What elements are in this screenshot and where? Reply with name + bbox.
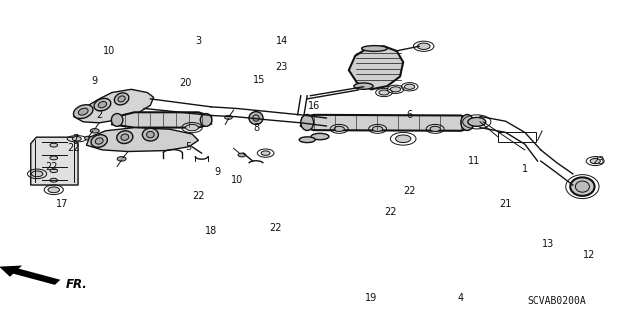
Circle shape xyxy=(50,178,58,182)
Text: FR.: FR. xyxy=(65,278,87,291)
Circle shape xyxy=(390,87,401,92)
Ellipse shape xyxy=(118,96,125,102)
Text: 13: 13 xyxy=(542,239,555,249)
Text: SCVAB0200A: SCVAB0200A xyxy=(527,296,586,307)
Ellipse shape xyxy=(200,114,212,126)
Polygon shape xyxy=(74,89,154,123)
Text: 19: 19 xyxy=(365,293,378,303)
Text: 3: 3 xyxy=(195,36,202,47)
Ellipse shape xyxy=(91,135,108,147)
Circle shape xyxy=(379,90,389,95)
Bar xyxy=(498,132,536,142)
Polygon shape xyxy=(301,115,472,131)
Text: 7: 7 xyxy=(72,134,79,144)
Circle shape xyxy=(334,126,344,131)
Circle shape xyxy=(50,169,58,173)
Ellipse shape xyxy=(301,115,314,130)
Text: 11: 11 xyxy=(467,156,480,166)
Circle shape xyxy=(396,135,411,143)
Circle shape xyxy=(117,157,126,161)
Text: 6: 6 xyxy=(406,110,413,120)
Ellipse shape xyxy=(121,134,129,140)
FancyArrow shape xyxy=(0,265,60,285)
Text: 14: 14 xyxy=(275,36,288,47)
Ellipse shape xyxy=(253,115,259,121)
Text: 16: 16 xyxy=(307,101,320,111)
Text: 8: 8 xyxy=(253,122,259,133)
Ellipse shape xyxy=(142,128,158,141)
Text: 10: 10 xyxy=(102,46,115,56)
Text: 18: 18 xyxy=(205,226,218,236)
Text: 5: 5 xyxy=(186,142,192,152)
Ellipse shape xyxy=(362,46,387,51)
Polygon shape xyxy=(31,137,78,185)
Text: 20: 20 xyxy=(179,78,192,88)
Ellipse shape xyxy=(300,137,315,143)
Circle shape xyxy=(590,159,600,164)
Ellipse shape xyxy=(311,133,329,140)
Text: 9: 9 xyxy=(92,76,98,86)
Text: 23: 23 xyxy=(592,156,605,166)
Ellipse shape xyxy=(461,115,474,130)
Text: 23: 23 xyxy=(275,62,288,72)
Circle shape xyxy=(31,171,43,177)
Circle shape xyxy=(430,126,440,131)
Text: 22: 22 xyxy=(269,223,282,233)
Ellipse shape xyxy=(98,101,107,108)
Ellipse shape xyxy=(78,108,88,115)
Ellipse shape xyxy=(115,93,129,105)
Circle shape xyxy=(50,156,58,160)
Text: 22: 22 xyxy=(403,186,416,197)
Polygon shape xyxy=(112,112,211,128)
Circle shape xyxy=(72,137,81,141)
Text: 22: 22 xyxy=(192,191,205,201)
Ellipse shape xyxy=(74,105,93,119)
Polygon shape xyxy=(349,46,403,89)
Circle shape xyxy=(238,153,246,157)
Text: 1: 1 xyxy=(522,164,528,174)
Ellipse shape xyxy=(94,98,111,111)
Ellipse shape xyxy=(354,83,373,89)
Text: 15: 15 xyxy=(253,75,266,85)
Circle shape xyxy=(468,117,486,126)
Text: 10: 10 xyxy=(230,175,243,185)
Circle shape xyxy=(50,143,58,147)
Text: 17: 17 xyxy=(56,199,68,209)
Circle shape xyxy=(90,129,99,133)
Circle shape xyxy=(186,124,198,131)
Circle shape xyxy=(417,43,430,49)
Circle shape xyxy=(261,151,270,155)
Text: 22: 22 xyxy=(67,143,80,153)
Text: 4: 4 xyxy=(458,293,464,303)
Text: 9: 9 xyxy=(214,167,221,177)
Circle shape xyxy=(225,115,232,119)
Polygon shape xyxy=(86,128,198,152)
Ellipse shape xyxy=(147,131,154,138)
Circle shape xyxy=(404,84,415,89)
Ellipse shape xyxy=(570,177,595,196)
Text: 22: 22 xyxy=(384,207,397,217)
Ellipse shape xyxy=(575,181,589,192)
Ellipse shape xyxy=(111,114,123,126)
Ellipse shape xyxy=(116,131,133,144)
Ellipse shape xyxy=(249,112,263,124)
Text: 22: 22 xyxy=(45,162,58,173)
Ellipse shape xyxy=(95,138,103,144)
Text: 12: 12 xyxy=(582,250,595,260)
Circle shape xyxy=(48,187,60,193)
Text: 21: 21 xyxy=(499,199,512,209)
Text: 2: 2 xyxy=(96,110,102,120)
Circle shape xyxy=(84,136,92,140)
Circle shape xyxy=(372,126,383,131)
